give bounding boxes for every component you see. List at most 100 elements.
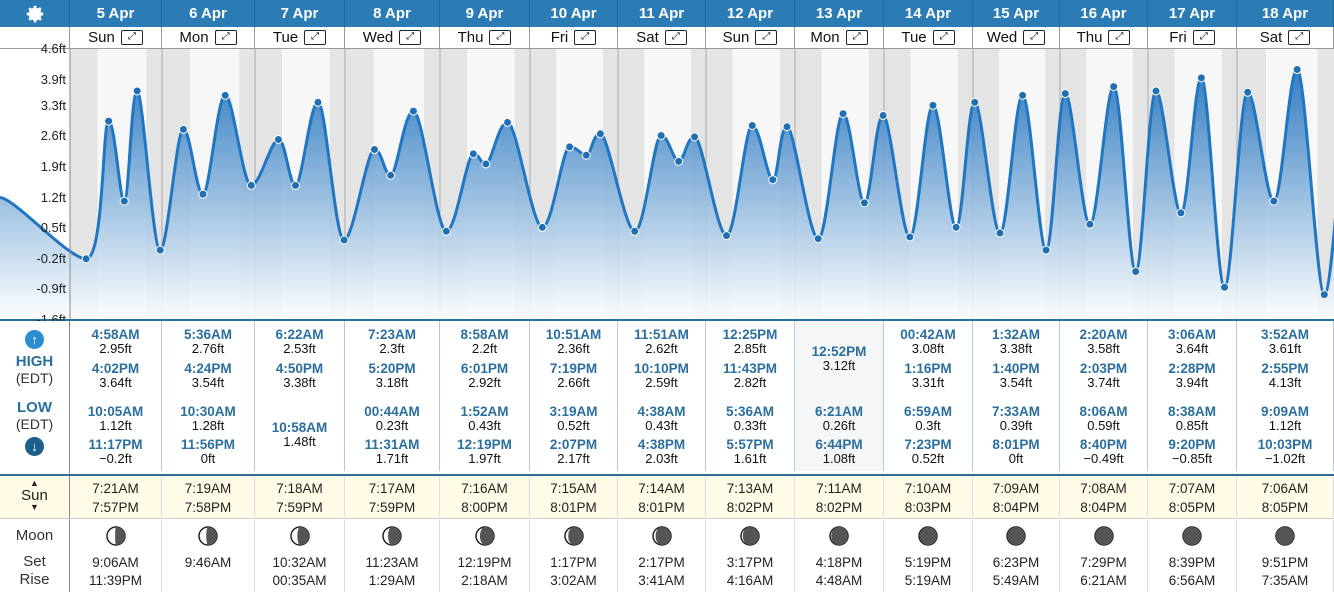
sunset-time: 8:03PM [904,500,952,515]
expand-arrows-icon[interactable]: ⤢ [755,30,778,45]
expand-arrows-icon[interactable]: ⤢ [399,30,422,45]
tide-point-core [1244,88,1252,96]
expand-arrows-icon[interactable]: ⤢ [664,30,687,45]
tide-point-core [469,150,477,158]
tide-height: 2.03ft [645,451,678,466]
weekday-label: Thu [457,29,484,46]
tide-point-core [879,111,887,119]
y-tick-label: 2.6ft [40,128,66,144]
high-label: HIGH [15,353,54,370]
low-tz: (EDT) [15,416,54,432]
tide-time: 00:42AM [900,327,956,342]
tide-time: 7:19PM [549,361,598,376]
sunrise-time: 7:08AM [1080,481,1127,496]
date-header: 9 Apr [440,0,530,27]
tide-point-core [274,135,282,143]
tide-point-core [120,197,128,205]
tide-point-core [814,235,822,243]
date-header: 16 Apr [1060,0,1148,27]
tide-day-column: 5:36AM 2.76ft 4:24PM 3.54ft 10:30AM 1.28ft 11:… [162,321,255,471]
sunset-time: 7:57PM [92,500,139,515]
tide-day-column: 00:42AM 3.08ft 1:16PM 3.31ft 6:59AM 0.3ft 7:23… [884,321,973,471]
tide-time: 6:59AM [903,404,952,419]
weekday-cell: Sat ⤢ [618,27,706,49]
high-low-legend: ↑ HIGH (EDT) LOW (EDT) ↓ [0,321,70,474]
tide-time: 11:56PM [180,437,236,452]
tide-day-column: 3:52AM 3.61ft 2:55PM 4.13ft 9:09AM 1.12ft 10:0… [1237,321,1334,471]
tide-point-core [722,232,730,240]
tide-height: 2.3ft [379,341,405,356]
tide-time: 11:17PM [88,437,143,452]
moon-day-cell: 7:29PM 6:21AM [1060,520,1148,592]
tide-height: 1.12ft [99,418,132,433]
tide-point-core [748,121,756,129]
tide-time: 9:20PM [1168,437,1216,452]
tide-height: 0.52ft [557,418,590,433]
sunrise-time: 7:17AM [368,481,416,496]
expand-arrows-icon[interactable]: ⤢ [489,30,512,45]
sunset-time: 8:02PM [726,500,774,515]
tide-day-column: 2:20AM 3.58ft 2:03PM 3.74ft 8:06AM 0.59ft 8:40… [1060,321,1148,471]
sunrise-time: 7:06AM [1261,481,1309,496]
expand-arrows-icon[interactable]: ⤢ [932,30,955,45]
expand-arrows-icon[interactable]: ⤢ [1023,30,1046,45]
tide-time: 10:51AM [545,327,602,342]
sun-day-cell: 7:18AM 7:59PM [255,477,345,517]
tide-height: 3.94ft [1175,375,1209,390]
expand-arrows-icon[interactable]: ⤢ [120,30,143,45]
weekday-cell: Fri ⤢ [1148,27,1237,49]
tide-time: 8:58AM [460,327,509,342]
settings-button[interactable] [0,0,70,27]
tide-point-core [1221,283,1229,291]
expand-arrows-icon[interactable]: ⤢ [1108,30,1131,45]
tide-point-core [247,181,255,189]
expand-arrows-icon[interactable]: ⤢ [214,30,237,45]
tide-point-core [596,130,604,138]
tide-height: 0.26ft [822,418,856,433]
expand-arrows-icon[interactable]: ⤢ [1288,30,1311,45]
y-tick-label: -0.2ft [36,250,66,266]
night-band [1317,49,1334,321]
tide-point-core [1177,209,1185,217]
tide-height: 4.13ft [1268,375,1302,390]
date-header: 14 Apr [884,0,973,27]
tide-height: 1.71ft [375,451,409,466]
tide-time: 2:07PM [549,437,598,452]
tide-point-core [340,236,348,244]
moonrise-time: 6:56AM [1168,573,1216,588]
sun-day-cell: 7:19AM 7:58PM [162,477,255,517]
sun-day-cell: 7:11AM 8:02PM [795,477,884,517]
sunset-time: 8:01PM [638,500,685,515]
tide-area [0,69,1334,321]
weekday-label: Wed [362,29,394,46]
tide-point-core [839,110,847,118]
tide-point-core [860,199,868,207]
y-tick-label: 4.6ft [40,41,66,56]
tide-point-core [1293,66,1301,74]
moon-day-cell: 6:23PM 5:49AM [973,520,1060,592]
tide-time: 4:58AM [91,327,140,342]
sunset-time: 7:59PM [276,500,323,515]
sunrise-time: 7:09AM [992,481,1040,496]
date-header: 11 Apr [618,0,706,27]
sunrise-time: 7:07AM [1168,481,1216,496]
tide-point-core [1152,87,1160,95]
tide-time: 10:58AM [271,420,328,435]
tide-height: 0.43ft [645,418,678,433]
expand-arrows-icon[interactable]: ⤢ [574,30,597,45]
tide-time: 3:06AM [1167,327,1216,342]
sunset-arrow-icon: ▼ [30,502,39,512]
y-tick-label: 0.5ft [40,220,66,236]
y-tick-label: 1.9ft [40,159,66,175]
tide-time: 00:44AM [364,404,420,419]
moon-label-cell: Moon Set Rise [0,519,70,592]
expand-arrows-icon[interactable]: ⤢ [304,30,327,45]
expand-arrows-icon[interactable]: ⤢ [845,30,868,45]
expand-arrows-icon[interactable]: ⤢ [1192,30,1215,45]
tide-height: 1.61ft [733,451,767,466]
tide-time: 2:03PM [1079,361,1128,376]
sunrise-time: 7:19AM [184,481,232,496]
moonset-time: 9:46AM [184,555,232,570]
moonset-time: 6:23PM [992,555,1040,570]
tide-day-column: 12:25PM 2.85ft 11:43PM 2.82ft 5:36AM 0.33ft 5:… [706,321,795,471]
